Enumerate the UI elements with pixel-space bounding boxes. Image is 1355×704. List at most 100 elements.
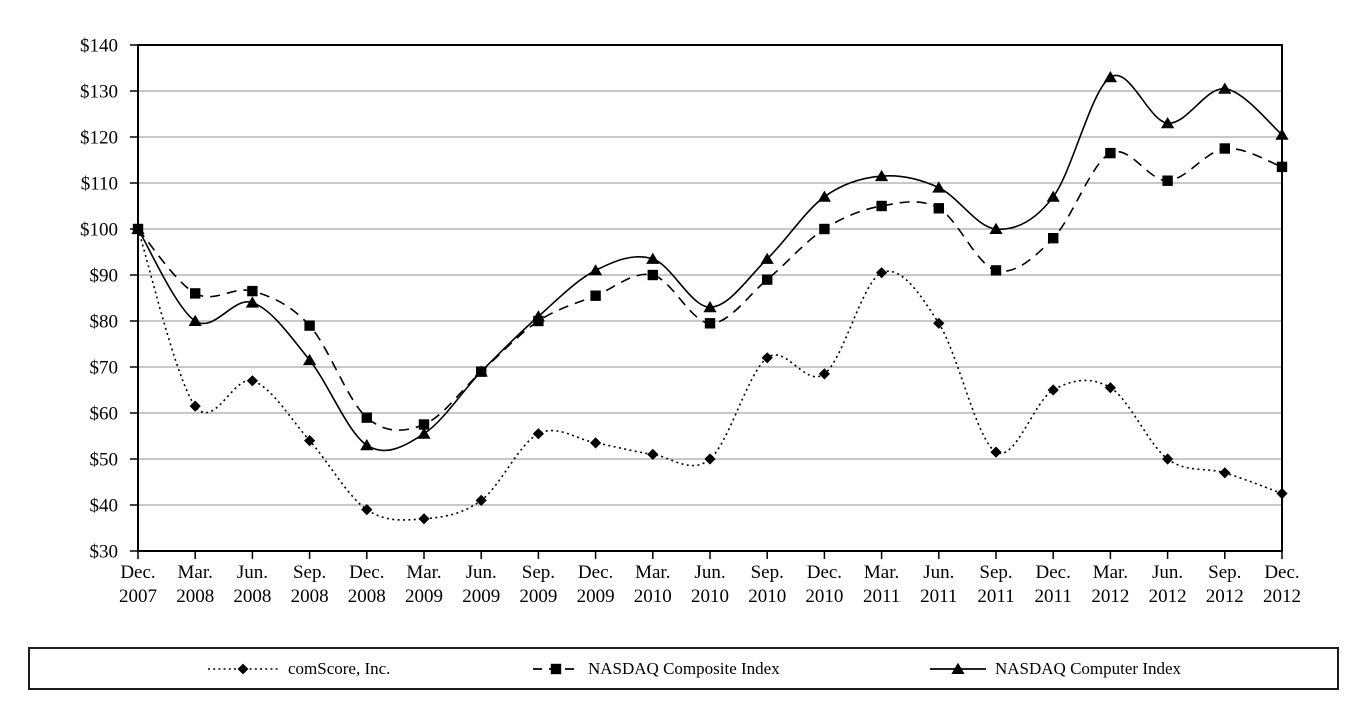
x-tick-label-month: Jun. [694,562,725,583]
x-tick-label-year: 2010 [691,586,729,607]
data-point-triangle [303,353,317,366]
data-point-diamond [532,428,544,440]
x-tick-label-month: Mar. [1093,562,1128,583]
y-tick-label: $120 [80,128,118,149]
x-tick-label-month: Dec. [120,562,155,583]
data-point-square [647,269,658,281]
y-tick-label: $50 [90,450,119,471]
x-tick-label-month: Dec. [1264,562,1299,583]
data-point-square [1162,175,1173,186]
data-point-diamond [876,267,888,279]
x-tick-label-year: 2008 [176,586,214,607]
data-point-triangle [417,427,431,439]
data-point-diamond [990,446,1002,458]
data-point-triangle [1218,82,1232,94]
data-point-diamond [590,437,602,449]
x-tick-label-year: 2011 [920,586,957,607]
data-point-triangle [1161,117,1175,129]
data-point-triangle [188,314,202,326]
y-tick-label: $130 [80,82,118,103]
x-tick-label-month: Mar. [864,562,899,583]
data-point-diamond [246,375,258,387]
data-point-square [418,419,430,430]
x-tick-label-year: 2012 [1091,586,1129,607]
data-point-square [1219,143,1230,154]
data-point-triangle [703,301,717,313]
data-point-diamond [361,504,373,516]
x-tick-label-year: 2008 [348,586,386,607]
x-tick-label-year: 2009 [519,586,557,607]
diamond-marker-icon [237,663,249,674]
y-tick-label: $100 [80,220,118,241]
data-point-triangle [989,222,1003,234]
data-point-square [190,288,201,299]
data-point-square [819,223,830,235]
data-point-triangle [760,252,774,264]
chart-legend: comScore, Inc. NASDAQ Composite Index NA… [28,647,1339,690]
data-point-triangle [360,439,374,451]
legend-label-nasdaq-composite: NASDAQ Composite Index [588,658,780,678]
x-tick-label-year: 2009 [405,586,443,607]
y-tick-label: $70 [90,358,119,379]
series-line-triangle [137,74,1283,452]
x-tick-label-year: 2009 [462,586,500,607]
x-tick-label-year: 2008 [233,586,271,607]
data-point-square [476,366,487,377]
y-tick-label: $110 [81,174,118,195]
data-point-triangle [245,296,259,308]
legend-item-comscore: comScore, Inc. [207,659,390,679]
data-point-diamond [818,368,830,380]
legend-label-comscore: comScore, Inc. [288,658,391,678]
y-tick-label: $40 [90,496,119,517]
x-tick-label-month: Dec. [1036,562,1071,583]
data-point-diamond [1104,382,1116,394]
data-point-square [361,412,372,423]
x-tick-label-month: Sep. [751,562,784,583]
data-point-square [1276,161,1288,173]
data-point-triangle [646,252,660,264]
data-point-square [704,318,716,329]
x-tick-label-month: Dec. [807,562,842,583]
dashed-square-line-icon [533,663,579,674]
data-point-diamond [1162,453,1174,465]
data-point-triangle [1046,190,1060,202]
data-point-square [933,203,944,214]
square-marker-icon [550,663,562,674]
data-point-square [876,200,887,212]
y-tick-label: $80 [90,312,119,333]
solid-triangle-line-icon [930,662,986,674]
x-tick-label-month: Jun. [466,562,497,583]
y-tick-label: $90 [90,266,119,287]
x-tick-label-year: 2011 [977,586,1014,607]
data-point-diamond [933,317,945,329]
series-line-diamond [137,228,1283,521]
data-point-diamond [475,494,487,506]
data-point-square [247,285,258,297]
data-point-square [762,274,773,285]
legend-item-nasdaq-computer: NASDAQ Computer Index [930,659,1181,679]
data-point-diamond [647,448,659,460]
x-tick-label-month: Sep. [293,562,326,583]
data-point-diamond [189,400,201,412]
data-point-triangle [1103,71,1117,83]
data-point-triangle [1275,128,1289,140]
data-point-triangle [875,169,889,182]
y-tick-label: $140 [80,36,118,57]
x-tick-label-month: Sep. [1208,562,1241,583]
x-tick-label-year: 2007 [119,586,157,607]
x-tick-label-year: 2010 [805,586,843,607]
data-point-diamond [418,513,430,525]
x-tick-label-year: 2008 [291,586,329,607]
data-point-triangle [589,264,603,276]
x-tick-label-year: 2009 [577,586,615,607]
x-tick-label-year: 2011 [863,586,900,607]
data-point-diamond [704,453,716,465]
x-tick-label-month: Jun. [1152,562,1183,583]
data-point-square [1105,147,1116,159]
y-tick-label: $30 [90,542,119,563]
x-tick-label-month: Mar. [406,562,441,583]
x-tick-label-month: Jun. [237,562,268,583]
data-point-diamond [761,352,773,364]
data-point-diamond [1219,467,1231,479]
